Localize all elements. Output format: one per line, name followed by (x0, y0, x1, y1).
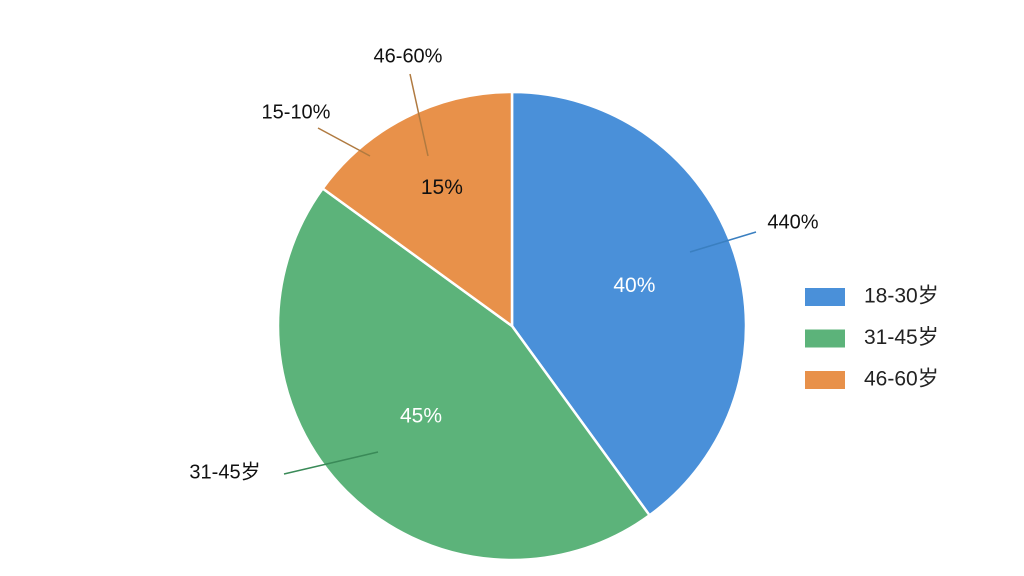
value-label: 45% (400, 405, 442, 428)
annotation-arrows (283, 73, 757, 475)
legend: 18-30岁 31-45岁 46-60岁 (805, 285, 939, 391)
legend-label: 18-30岁 (864, 285, 939, 308)
annotation: 15-10% (262, 101, 331, 123)
arrow (283, 451, 379, 475)
annotation: 31-45岁 (189, 460, 260, 483)
arrow (689, 231, 757, 253)
arrow (317, 127, 371, 157)
pie: 40% 45% 15% (276, 90, 748, 562)
value-label: 40% (613, 274, 655, 297)
arrow (409, 73, 429, 157)
pie-slice (320, 90, 514, 329)
legend-label: 31-45岁 (864, 326, 939, 349)
annotation: 46-60% (374, 45, 443, 67)
pie-slice (276, 186, 652, 562)
legend-swatch (805, 371, 845, 389)
legend-label: 46-60岁 (864, 368, 939, 391)
annotation: 440% (767, 211, 818, 233)
value-label: 15% (421, 176, 463, 199)
pie-slice (510, 90, 748, 518)
legend-swatch (805, 329, 845, 348)
legend-swatch (805, 288, 845, 306)
